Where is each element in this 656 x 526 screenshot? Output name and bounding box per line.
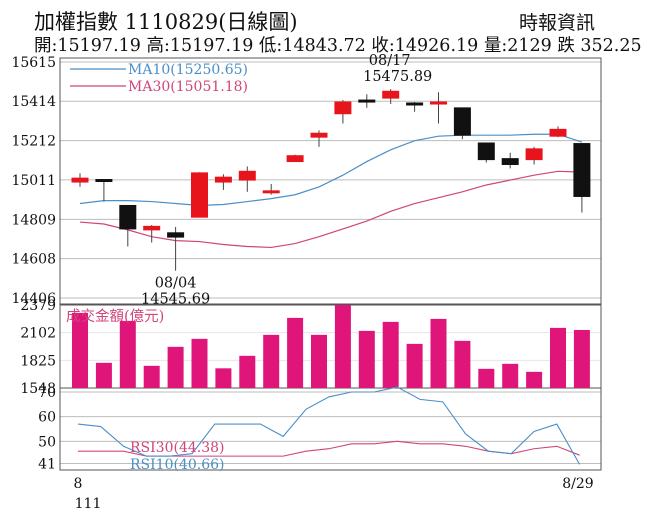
volume-bar <box>119 320 136 388</box>
rsi-panel-frame <box>59 387 602 471</box>
x-start-year-label: 111 <box>75 496 102 512</box>
volume-bar <box>72 312 88 388</box>
rsi30-legend-label: RSI30(44.38) <box>130 440 224 456</box>
candle-down <box>573 143 591 197</box>
candle-up <box>143 225 161 231</box>
candle-down <box>95 179 113 183</box>
ma30-legend-label: MA30(15051.18) <box>128 79 248 95</box>
candle-down <box>453 107 471 136</box>
rsi-tick-label: 70 <box>38 385 56 401</box>
volume-bar <box>478 368 495 388</box>
volume-bar <box>382 321 399 388</box>
price-tick-label: 15011 <box>11 173 56 189</box>
volume-bar <box>526 371 543 388</box>
candle-down <box>358 99 376 103</box>
x-start-month-label: 8 <box>74 476 83 492</box>
candle-down <box>119 204 137 230</box>
candle-up <box>549 128 567 137</box>
candle-down <box>167 232 185 238</box>
rsi10-legend-label: RSI10(40.66) <box>130 457 224 473</box>
peak-value-label: 15475.89 <box>363 69 432 85</box>
volume-bar <box>287 317 304 388</box>
price-tick-label: 15414 <box>11 94 56 110</box>
volume-bar <box>550 327 566 388</box>
price-tick-label: 14809 <box>11 212 56 228</box>
candle-down <box>406 102 424 106</box>
candle-up <box>262 190 280 194</box>
candle-up <box>310 132 328 138</box>
volume-bar <box>311 334 327 388</box>
price-tick-label: 15212 <box>11 134 56 150</box>
candle-down <box>477 142 495 161</box>
price-panel-frame <box>59 57 602 305</box>
volume-tick-label: 2379 <box>20 298 56 314</box>
candle-up <box>238 170 256 181</box>
trough-value-label: 14545.69 <box>141 292 210 308</box>
volume-bar <box>239 355 256 388</box>
volume-bar <box>95 362 112 388</box>
volume-bar <box>573 329 590 388</box>
candle-down <box>501 158 519 165</box>
volume-bar <box>263 334 280 388</box>
price-tick-label: 15615 <box>11 55 56 71</box>
trough-date-label: 08/04 <box>155 276 197 292</box>
ma10-legend-label: MA10(15250.65) <box>128 62 248 78</box>
volume-bar <box>191 338 208 388</box>
volume-tick-label: 1825 <box>20 353 56 369</box>
source-label: 時報資訊 <box>519 12 596 34</box>
candle-up <box>191 172 208 218</box>
candle-up <box>525 148 543 161</box>
ohlc-summary: 開:15197.19 高:15197.19 低:14843.72 收:14926… <box>34 36 642 56</box>
candle-up <box>334 101 352 115</box>
volume-bar <box>334 305 351 388</box>
candle-up <box>430 101 447 105</box>
volume-bar <box>430 318 447 388</box>
x-end-date-label: 8/29 <box>562 476 593 492</box>
volume-bar <box>502 363 519 388</box>
candle-up <box>286 155 304 163</box>
rsi-tick-label: 60 <box>38 410 56 426</box>
rsi-tick-label: 41 <box>38 457 56 473</box>
volume-bar <box>454 340 471 388</box>
rsi-tick-label: 50 <box>38 434 56 450</box>
chart-title: 加權指數 1110829(日線圖) <box>34 10 298 34</box>
ma30-line <box>79 170 582 249</box>
ma10-line <box>79 133 583 207</box>
price-tick-label: 14406 <box>11 291 56 307</box>
peak-date-label: 08/17 <box>369 53 411 69</box>
candle-up <box>214 176 232 183</box>
volume-bar <box>215 368 232 388</box>
candle-up <box>71 177 89 183</box>
volume-bar <box>167 346 184 388</box>
volume-panel-title: 成交金額(億元) <box>66 307 164 325</box>
candle-up <box>382 90 400 99</box>
volume-tick-label: 1548 <box>20 381 56 397</box>
volume-bar <box>358 330 375 388</box>
volume-tick-label: 2102 <box>20 326 56 342</box>
volume-bar <box>406 343 423 388</box>
rsi-line <box>77 386 581 465</box>
volume-bar <box>143 365 160 388</box>
price-tick-label: 14608 <box>11 252 56 268</box>
